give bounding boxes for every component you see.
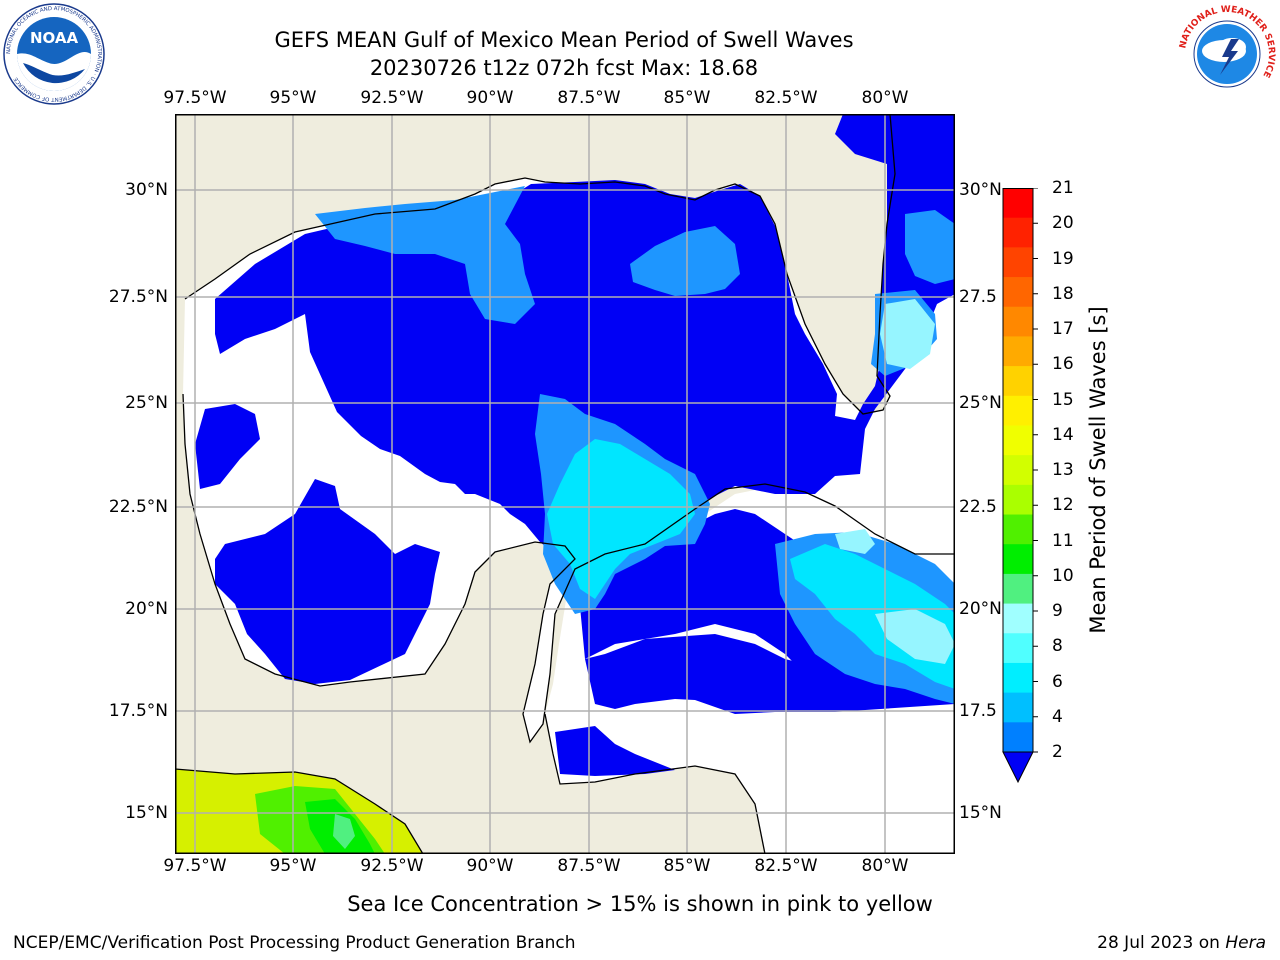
colorbar-segment [1003,366,1033,397]
chart-subtitle: 20230726 t12z 072h fcst Max: 18.68 [369,56,759,80]
colorbar-tick-label: 13 [1052,460,1074,480]
colorbar [1002,188,1038,784]
colorbar-label: Mean Period of Swell Waves [s] [1086,306,1110,634]
colorbar-tick-label: 9 [1052,601,1063,621]
lat-label-right: 25°N [959,393,1002,413]
colorbar-tick-label: 10 [1052,565,1074,586]
lat-label-right: 27.5 [959,287,997,307]
colorbar-tick-label: 14 [1052,424,1074,445]
colorbar-tick-label: 15 [1052,389,1074,410]
colorbar-tick-label: 17 [1052,319,1074,339]
swell-period-map [175,114,955,854]
lat-label-right: 15°N [959,803,1002,823]
lat-label-left: 30°N [125,180,168,200]
lon-label-top: 92.5°W [360,88,424,108]
colorbar-segment [1003,573,1033,605]
graticule [175,114,955,854]
lon-label-bottom: 85°W [663,856,711,876]
lat-label-left: 17.5°N [108,701,168,721]
lon-label-bottom: 97.5°W [163,856,227,876]
lat-label-right: 20°N [959,599,1002,619]
colorbar-tick-label: 19 [1052,248,1074,269]
map-frame [175,114,955,854]
lat-label-right: 30°N [959,180,1002,200]
footer-date-text: 28 Jul 2023 on [1097,933,1226,953]
lon-label-top: 87.5°W [557,88,621,108]
lon-label-bottom: 92.5°W [360,856,424,876]
colorbar-tick-label: 20 [1052,213,1074,234]
lat-label-right: 17.5 [959,701,997,721]
colorbar-segment [1003,722,1033,753]
colorbar-segment [1003,425,1033,456]
lon-label-top: 85°W [663,88,711,108]
colorbar-segment [1003,484,1033,516]
footer-host: Hera [1225,933,1266,953]
sea-ice-note: Sea Ice Concentration > 15% is shown in … [347,892,933,916]
colorbar-segment [1003,336,1033,367]
colorbar-segment [1003,662,1033,694]
colorbar-tick-label: 21 [1052,178,1074,198]
noaa-logo-text: NOAA [30,29,79,47]
footer-date: 28 Jul 2023 on Hera [1097,933,1266,953]
chart-title: GEFS MEAN Gulf of Mexico Mean Period of … [274,28,854,52]
lon-label-top: 97.5°W [163,88,227,108]
colorbar-graphic [1002,188,1038,784]
colorbar-tick-label: 2 [1052,742,1063,762]
colorbar-segment [1003,514,1033,545]
colorbar-segment [1003,188,1033,219]
map-panel [175,114,955,854]
swell-pale-cyan [835,299,955,664]
lat-label-left: 27.5°N [108,287,168,307]
colorbar-segment [1003,395,1033,426]
lat-label-left: 25°N [125,393,168,413]
lon-label-bottom: 90°W [466,856,514,876]
colorbar-tick-label: 12 [1052,495,1074,516]
colorbar-tick-label: 4 [1052,706,1063,727]
colorbar-tick-label: 18 [1052,283,1074,304]
colorbar-segment [1003,277,1033,308]
lon-label-bottom: 87.5°W [557,856,621,876]
colorbar-segment [1003,544,1033,575]
colorbar-segment [1003,247,1033,278]
colorbar-segment [1003,633,1033,664]
lon-label-bottom: 80°W [861,856,909,876]
lon-label-top: 90°W [466,88,514,108]
colorbar-segment [1003,603,1033,634]
noaa-logo: NOAA NATIONAL OCEANIC AND ATMOSPHERIC AD… [3,3,105,105]
nws-logo: NATIONAL WEATHER SERVICE [1176,3,1278,105]
colorbar-segment [1003,455,1033,486]
lat-label-right: 22.5 [959,497,997,517]
footer-credit: NCEP/EMC/Verification Post Processing Pr… [13,933,576,953]
lon-label-top: 80°W [861,88,909,108]
lat-label-left: 15°N [125,803,168,823]
colorbar-tick-label: 6 [1052,671,1063,692]
lon-label-bottom: 95°W [269,856,317,876]
colorbar-segment [1003,217,1033,248]
lat-label-left: 20°N [125,599,168,619]
lon-label-top: 95°W [269,88,317,108]
coastlines [175,114,955,854]
colorbar-tick-label: 11 [1052,530,1074,551]
lon-label-bottom: 82.5°W [754,856,818,876]
colorbar-tick-label: 8 [1052,636,1063,657]
colorbar-segment [1003,692,1033,723]
lon-label-top: 82.5°W [754,88,818,108]
colorbar-extend-arrow [1002,751,1034,784]
colorbar-tick-label: 16 [1052,354,1074,375]
colorbar-segment [1003,306,1033,337]
lat-label-left: 22.5°N [108,497,168,517]
